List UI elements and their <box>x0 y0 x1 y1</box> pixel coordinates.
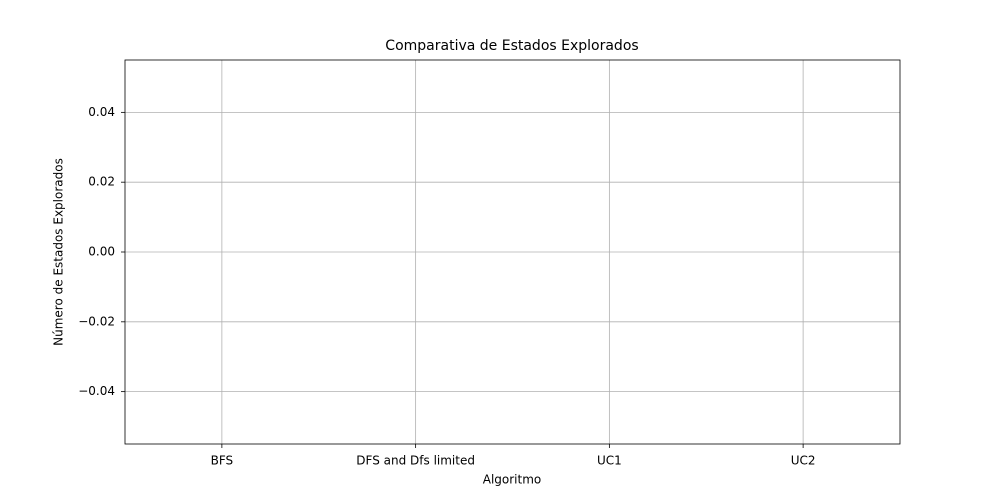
x-tick-label: UC2 <box>791 454 816 468</box>
y-tick-label: −0.02 <box>78 314 115 328</box>
y-tick-label: −0.04 <box>78 384 115 398</box>
y-tick-label: 0.00 <box>88 245 115 259</box>
x-axis-label: Algoritmo <box>483 473 542 487</box>
y-axis-label: Número de Estados Explorados <box>52 158 66 346</box>
x-tick-label: DFS and Dfs limited <box>356 454 475 468</box>
x-tick-label: BFS <box>211 454 234 468</box>
plot-frame <box>124 59 901 445</box>
y-tick-label: 0.02 <box>88 175 115 189</box>
chart-title: Comparativa de Estados Explorados <box>385 38 638 54</box>
y-tick-label: 0.04 <box>88 105 115 119</box>
x-tick-label: UC1 <box>597 454 622 468</box>
